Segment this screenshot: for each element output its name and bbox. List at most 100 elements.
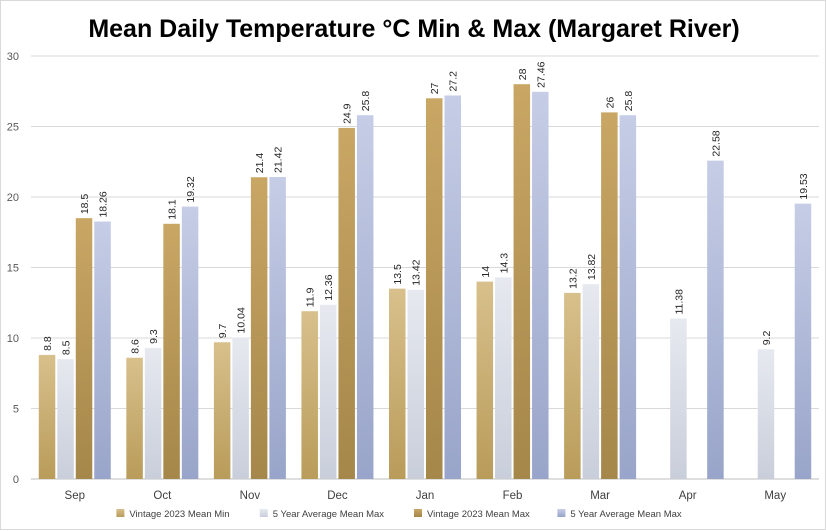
legend: Vintage 2023 Mean Min 5 Year Average Mean… xyxy=(116,509,682,520)
data-label: 11.38 xyxy=(673,289,685,315)
legend-label: Vintage 2023 Mean Min xyxy=(129,509,229,520)
data-label: 25.8 xyxy=(360,91,372,112)
bar-mar-series-2 xyxy=(582,284,600,479)
bar-sep-series-1 xyxy=(38,354,56,479)
data-label: 27 xyxy=(429,82,441,94)
data-label: 10.04 xyxy=(236,307,248,333)
bar-dec-series-1 xyxy=(301,311,318,479)
legend-swatch xyxy=(414,509,422,517)
bar-dec-series-3 xyxy=(338,127,355,479)
legend-item-3: Vintage 2023 Mean Max xyxy=(414,509,530,520)
data-label: 22.58 xyxy=(710,130,722,156)
data-label: 25.8 xyxy=(623,91,635,112)
bar-jan-series-3 xyxy=(426,98,443,480)
data-label: 24.9 xyxy=(342,103,354,124)
data-label: 13.5 xyxy=(392,264,404,285)
legend-label: Vintage 2023 Mean Max xyxy=(427,509,530,520)
bar-may-series-4 xyxy=(794,203,812,479)
bar-nov-series-1 xyxy=(213,342,231,479)
x-category-label: May xyxy=(764,490,786,502)
y-tick-label: 30 xyxy=(7,51,19,63)
legend-swatch xyxy=(557,509,566,517)
data-label: 21.4 xyxy=(254,153,266,174)
data-label: 8.8 xyxy=(42,336,54,351)
data-label: 27.2 xyxy=(448,71,460,92)
y-tick-label: 15 xyxy=(7,263,19,275)
data-label: 19.32 xyxy=(185,176,197,202)
bar-sep-series-4 xyxy=(94,221,111,479)
bar-dec-series-4 xyxy=(356,115,374,479)
bar-sep-series-3 xyxy=(75,218,93,479)
legend-item-1: Vintage 2023 Mean Min xyxy=(116,509,230,520)
bar-jan-series-4 xyxy=(444,95,461,479)
x-category-label: Dec xyxy=(327,490,348,502)
data-label: 14.3 xyxy=(498,253,510,274)
data-label: 9.3 xyxy=(148,329,160,344)
legend-swatch xyxy=(116,509,125,517)
x-category-label: Sep xyxy=(65,490,85,502)
legend-item-4: 5 Year Average Mean Max xyxy=(557,509,682,520)
x-category-label: Oct xyxy=(153,490,172,502)
bar-oct-series-2 xyxy=(144,347,162,479)
y-tick-label: 0 xyxy=(13,474,19,486)
bar-feb-series-2 xyxy=(495,277,512,479)
y-tick-label: 25 xyxy=(7,122,19,134)
data-label: 21.42 xyxy=(273,147,285,173)
bar-apr-series-4 xyxy=(707,160,724,479)
bar-feb-series-4 xyxy=(532,91,549,480)
legend-label: 5 Year Average Mean Max xyxy=(570,509,682,520)
data-label: 8.6 xyxy=(130,339,142,354)
data-label: 11.9 xyxy=(305,287,317,307)
y-axis-ticks: 0 5 10 15 20 25 30 xyxy=(7,51,19,486)
bar-dec-series-2 xyxy=(319,304,337,479)
y-tick-label: 20 xyxy=(7,192,19,204)
bar-mar-series-3 xyxy=(601,112,618,480)
data-labels: 8.8 8.5 18.5 18.26 8.6 9.3 18.1 19.32 9.7 10.04 21… xyxy=(42,61,810,355)
bar-mar-series-1 xyxy=(564,292,581,479)
bar-nov-series-4 xyxy=(269,176,286,479)
bar-jan-series-2 xyxy=(407,289,424,479)
bar-oct-series-3 xyxy=(163,223,180,479)
legend-swatch xyxy=(259,509,268,517)
data-label: 13.82 xyxy=(586,254,598,280)
data-label: 18.26 xyxy=(98,191,110,217)
data-label: 27.46 xyxy=(535,61,547,87)
data-label: 13.2 xyxy=(567,268,579,289)
data-label: 18.5 xyxy=(79,194,91,215)
bars xyxy=(38,84,812,480)
x-category-label: Jan xyxy=(416,490,435,502)
data-label: 14 xyxy=(480,266,492,278)
data-label: 9.2 xyxy=(761,331,773,346)
chart-title: Mean Daily Temperature °C Min & Max (Mar… xyxy=(88,15,739,43)
legend-item-2: 5 Year Average Mean Max xyxy=(259,509,385,520)
bar-oct-series-1 xyxy=(126,357,143,479)
bar-nov-series-3 xyxy=(250,177,268,479)
bar-jan-series-1 xyxy=(389,288,406,479)
x-category-label: Mar xyxy=(590,490,610,502)
data-label: 9.7 xyxy=(217,323,229,338)
legend-label: 5 Year Average Mean Max xyxy=(273,509,385,520)
y-tick-label: 10 xyxy=(7,333,19,345)
data-label: 8.5 xyxy=(61,340,73,355)
x-category-label: Feb xyxy=(503,490,523,502)
data-label: 18.1 xyxy=(167,199,179,220)
x-category-label: Nov xyxy=(240,490,261,502)
x-category-label: Apr xyxy=(679,490,697,502)
bar-sep-series-2 xyxy=(57,359,74,479)
data-label: 28 xyxy=(517,68,529,80)
bar-feb-series-3 xyxy=(513,84,531,479)
data-label: 19.53 xyxy=(798,173,810,199)
bar-may-series-2 xyxy=(757,349,775,479)
bar-nov-series-2 xyxy=(232,337,249,479)
gridlines xyxy=(31,55,819,480)
data-label: 12.36 xyxy=(323,274,335,300)
bar-apr-series-2 xyxy=(670,318,687,479)
bar-oct-series-4 xyxy=(181,206,199,479)
y-tick-label: 5 xyxy=(13,404,19,416)
x-axis-categories: Sep Oct Nov Dec Jan Feb Mar Apr May xyxy=(65,490,787,502)
bar-feb-series-1 xyxy=(476,281,494,479)
bar-mar-series-4 xyxy=(619,115,637,479)
data-label: 26 xyxy=(604,97,616,109)
